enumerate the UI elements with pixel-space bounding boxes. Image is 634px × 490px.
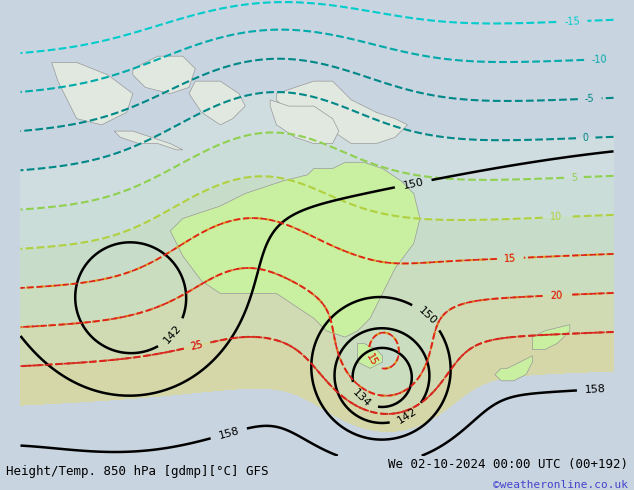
Polygon shape — [52, 62, 133, 125]
Text: 142: 142 — [162, 323, 183, 345]
Polygon shape — [270, 100, 339, 144]
Text: 150: 150 — [402, 177, 425, 191]
Polygon shape — [358, 343, 382, 368]
Text: -15: -15 — [564, 16, 580, 26]
Text: 25: 25 — [190, 339, 204, 352]
Text: 134: 134 — [351, 388, 372, 410]
Polygon shape — [189, 81, 245, 125]
Text: 15: 15 — [364, 352, 379, 368]
Polygon shape — [495, 356, 533, 381]
Text: 25: 25 — [190, 339, 204, 352]
Text: 15: 15 — [504, 253, 517, 264]
Polygon shape — [533, 324, 570, 349]
Text: 20: 20 — [550, 290, 562, 300]
Text: -10: -10 — [592, 54, 607, 65]
Polygon shape — [133, 56, 195, 94]
Polygon shape — [114, 131, 183, 150]
Text: ©weatheronline.co.uk: ©weatheronline.co.uk — [493, 480, 628, 490]
Text: 15: 15 — [364, 352, 379, 368]
Text: 5: 5 — [571, 172, 577, 182]
Text: We 02-10-2024 00:00 UTC (00+192): We 02-10-2024 00:00 UTC (00+192) — [387, 458, 628, 471]
Text: 10: 10 — [550, 212, 562, 222]
Text: 142: 142 — [396, 406, 419, 426]
Polygon shape — [276, 81, 408, 144]
Polygon shape — [171, 162, 420, 337]
Text: 158: 158 — [217, 426, 240, 441]
Text: 158: 158 — [585, 384, 607, 395]
Text: 15: 15 — [504, 253, 517, 264]
Text: 0: 0 — [583, 133, 589, 143]
Text: -5: -5 — [585, 94, 595, 104]
Text: Height/Temp. 850 hPa [gdmp][°C] GFS: Height/Temp. 850 hPa [gdmp][°C] GFS — [6, 465, 269, 478]
Text: 20: 20 — [550, 290, 562, 300]
Text: 150: 150 — [417, 305, 439, 327]
